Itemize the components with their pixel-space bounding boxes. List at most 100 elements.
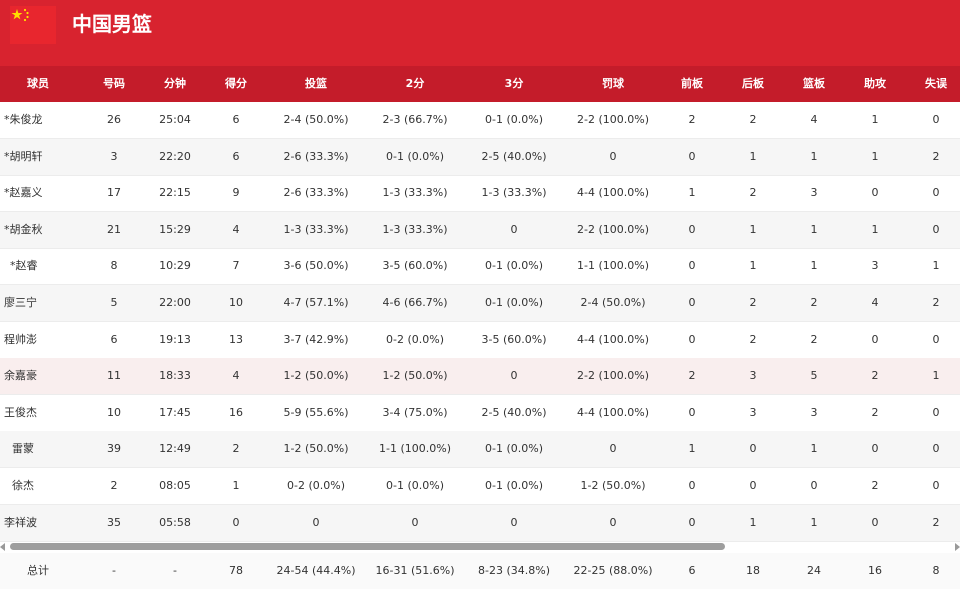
col-2pt-cell: 0 [411, 515, 419, 529]
col-3pt-cell: 0-1 (0.0%) [485, 442, 543, 456]
col-ft-cell: 0 [609, 149, 617, 163]
col-number-cell: 39 [107, 442, 121, 456]
col-minutes-cell: 12:49 [159, 442, 191, 456]
player-row[interactable]: *赵睿 8 10:29 7 3-6 (50.0%) 3-5 (60.0%) 0-1 (0.0… [0, 248, 960, 286]
col-oreb-cell: 0 [688, 149, 696, 163]
col-3pt-total: 8-23 (34.8%) [478, 564, 550, 577]
col-3pt-cell: 0 [510, 369, 518, 383]
col-tov-cell: 0 [932, 222, 940, 236]
player-row[interactable]: 李祥波 35 05:58 0 0 0 0 0 0 1 1 0 2 [0, 504, 960, 542]
col-ast-cell: 0 [871, 186, 879, 200]
col-reb-cell: 2 [810, 332, 818, 346]
col-fg-cell: 0 [312, 515, 320, 529]
col-number-cell: 6 [110, 332, 118, 346]
col-tov-cell: 2 [932, 149, 940, 163]
col-number-cell: 5 [110, 296, 118, 309]
col-tov-cell: 1 [932, 259, 940, 273]
player-name[interactable]: *胡明轩 [4, 149, 43, 163]
col-tov-cell: 0 [932, 332, 940, 346]
col-2pt-total: 16-31 (51.6%) [375, 564, 455, 577]
col-points-cell: 6 [232, 113, 240, 126]
col-fg-cell: 2-6 (33.3%) [283, 149, 349, 163]
player-name[interactable]: *赵睿 [10, 259, 38, 273]
col-ft-cell: 2-2 (100.0%) [577, 113, 649, 126]
col-2pt-cell: 3-5 (60.0%) [382, 259, 448, 273]
col-reb-cell: 1 [810, 515, 818, 529]
player-row[interactable]: 廖三宁 5 22:00 10 4-7 (57.1%) 4-6 (66.7%) 0-1 (0.… [0, 285, 960, 322]
col-tov-cell: 0 [932, 113, 940, 126]
col-oreb-cell: 0 [688, 332, 696, 346]
player-name[interactable]: *胡金秋 [4, 222, 43, 236]
col-3pt-cell: 0-1 (0.0%) [485, 259, 543, 273]
col-fg-cell: 1-2 (50.0%) [283, 442, 349, 456]
col-tov-total: 8 [932, 564, 940, 577]
player-name[interactable]: 廖三宁 [4, 296, 37, 309]
col-reb-cell: 3 [810, 186, 818, 200]
col-dreb-cell: 2 [749, 296, 757, 309]
col-ast-cell: 0 [871, 442, 879, 456]
col-reb-cell: 1 [810, 222, 818, 236]
col-2pt-cell: 2-3 (66.7%) [382, 113, 448, 126]
player-row[interactable]: *赵嘉义 17 22:15 9 2-6 (33.3%) 1-3 (33.3%) 1-3 (3… [0, 175, 960, 213]
col-2pt-cell: 1-1 (100.0%) [379, 442, 451, 456]
col-tov-cell: 0 [932, 479, 940, 492]
col-2pt-cell: 0-1 (0.0%) [386, 149, 444, 163]
col-number-cell: 10 [107, 405, 121, 419]
player-row[interactable]: 雷蒙 39 12:49 2 1-2 (50.0%) 1-1 (100.0%) 0-1 (0.… [0, 431, 960, 469]
scrollbar-thumb[interactable] [10, 543, 725, 550]
col-3pt-cell: 3-5 (60.0%) [481, 332, 547, 346]
player-name[interactable]: 余嘉豪 [4, 369, 37, 383]
col-3pt-header: 3分 [504, 77, 524, 90]
col-oreb-header: 前板 [681, 77, 703, 90]
col-ast-header: 助攻 [864, 77, 886, 90]
col-number-cell: 11 [107, 369, 121, 383]
col-tov-header: 失误 [925, 77, 947, 90]
col-fg-cell: 5-9 (55.6%) [283, 405, 349, 419]
player-name[interactable]: 雷蒙 [12, 442, 34, 456]
player-row[interactable]: 王俊杰 10 17:45 16 5-9 (55.6%) 3-4 (75.0%) 2-5 (4… [0, 395, 960, 432]
col-oreb-total: 6 [688, 564, 696, 577]
col-number-cell: 21 [107, 222, 121, 236]
col-dreb-cell: 3 [749, 369, 757, 383]
player-row[interactable]: *胡明轩 3 22:20 6 2-6 (33.3%) 0-1 (0.0%) 2-5 (40.… [0, 138, 960, 176]
col-fg-total: 24-54 (44.4%) [276, 564, 356, 577]
col-dreb-cell: 1 [749, 149, 757, 163]
col-reb-cell: 2 [810, 296, 818, 309]
col-oreb-cell: 0 [688, 259, 696, 273]
player-row[interactable]: *朱俊龙 26 25:04 6 2-4 (50.0%) 2-3 (66.7%) 0-1 (0… [0, 102, 960, 139]
player-row[interactable]: 徐杰 2 08:05 1 0-2 (0.0%) 0-1 (0.0%) 0-1 (0.0%) 1… [0, 468, 960, 505]
col-fg-cell: 1-2 (50.0%) [283, 369, 349, 383]
col-minutes-cell: 17:45 [159, 405, 191, 419]
scroll-right-arrow-icon[interactable] [955, 543, 960, 551]
horizontal-scrollbar[interactable] [0, 541, 960, 553]
player-name[interactable]: *朱俊龙 [4, 113, 43, 126]
player-name[interactable]: *赵嘉义 [4, 186, 43, 200]
player-row[interactable]: 程帅澎 6 19:13 13 3-7 (42.9%) 0-2 (0.0%) 3-5 (60.… [0, 322, 960, 359]
player-name[interactable]: 李祥波 [4, 515, 37, 529]
col-reb-cell: 1 [810, 149, 818, 163]
col-tov-cell: 0 [932, 442, 940, 456]
col-tov-cell: 0 [932, 405, 940, 419]
player-row[interactable]: 余嘉豪 11 18:33 4 1-2 (50.0%) 1-2 (50.0%) 0 2-2 (1… [0, 358, 960, 396]
col-reb-cell: 0 [810, 479, 818, 492]
col-3pt-cell: 0-1 (0.0%) [485, 479, 543, 492]
totals-label: 总计 [27, 564, 49, 577]
col-oreb-cell: 1 [688, 186, 696, 200]
col-number-cell: 17 [107, 186, 121, 200]
col-3pt-cell: 0 [510, 515, 518, 529]
col-points-cell: 1 [232, 479, 240, 492]
player-name[interactable]: 程帅澎 [4, 332, 37, 346]
scroll-left-arrow-icon[interactable] [0, 543, 5, 551]
col-oreb-cell: 0 [688, 405, 696, 419]
col-fg-cell: 1-3 (33.3%) [283, 222, 349, 236]
col-2pt-cell: 1-3 (33.3%) [382, 222, 448, 236]
col-oreb-cell: 2 [688, 369, 696, 383]
player-name[interactable]: 徐杰 [12, 479, 34, 492]
player-row[interactable]: *胡金秋 21 15:29 4 1-3 (33.3%) 1-3 (33.3%) 0 2-2 (… [0, 211, 960, 249]
team-header: 中国男篮 [0, 0, 960, 66]
col-ast-cell: 1 [871, 149, 879, 163]
col-tov-cell: 1 [932, 369, 940, 383]
player-name[interactable]: 王俊杰 [4, 405, 37, 419]
col-points-cell: 13 [229, 332, 243, 346]
col-2pt-header: 2分 [405, 77, 425, 90]
